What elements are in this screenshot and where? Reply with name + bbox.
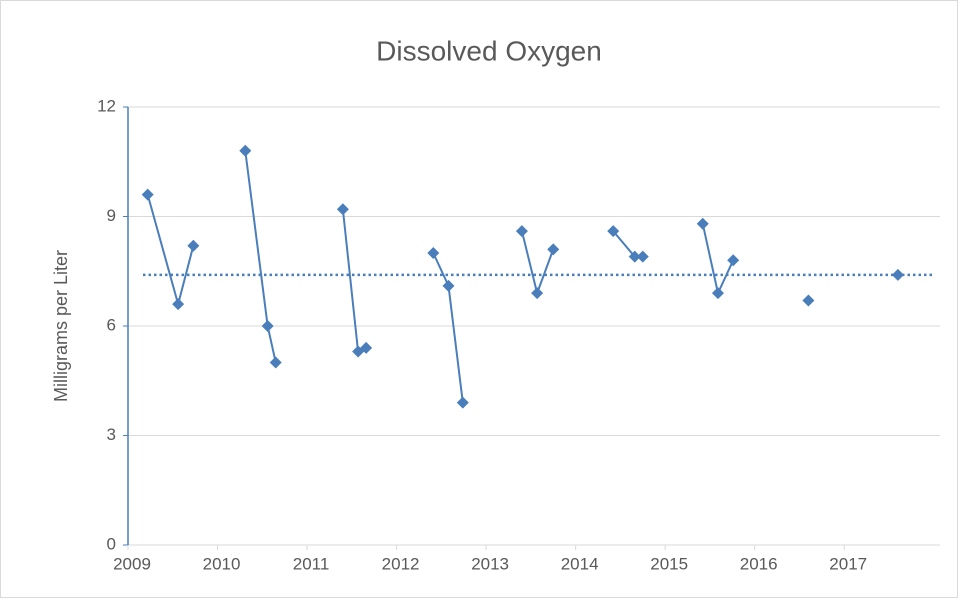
data-point	[336, 203, 349, 216]
data-point	[427, 247, 440, 259]
data-point	[261, 320, 274, 332]
y-tick-label: 3	[107, 425, 116, 444]
data-point	[628, 250, 641, 263]
data-point	[187, 239, 200, 252]
x-tick-label: 2014	[561, 554, 599, 573]
x-tick-label: 2009	[113, 554, 151, 573]
x-tick-label: 2016	[740, 554, 778, 573]
data-point	[269, 356, 282, 369]
x-tick-label: 2015	[650, 554, 688, 573]
data-point	[442, 279, 455, 292]
x-tick-label: 2011	[293, 554, 330, 573]
x-tick-label: 2017	[829, 554, 867, 573]
data-point	[456, 396, 469, 409]
data-point	[360, 341, 373, 354]
y-tick-label: 6	[107, 315, 116, 334]
data-point	[141, 188, 154, 201]
data-point	[607, 225, 620, 238]
data-point	[891, 268, 904, 281]
y-tick-label: 12	[97, 96, 116, 115]
data-point	[172, 298, 185, 311]
data-point	[239, 144, 252, 157]
x-tick-label: 2013	[471, 554, 509, 573]
data-point	[727, 254, 740, 267]
data-point	[531, 287, 544, 300]
data-point	[711, 287, 724, 300]
x-tick-label: 2010	[203, 554, 241, 573]
x-tick-label: 2012	[382, 554, 420, 573]
y-axis-label: Milligrams per Liter	[51, 250, 71, 402]
data-point	[636, 250, 649, 263]
y-tick-label: 0	[107, 534, 116, 553]
y-tick-label: 9	[107, 206, 116, 225]
chart-title: Dissolved Oxygen	[376, 35, 602, 66]
data-point	[802, 294, 815, 307]
data-point	[547, 243, 560, 256]
data-point	[515, 225, 528, 238]
data-point	[696, 217, 709, 230]
